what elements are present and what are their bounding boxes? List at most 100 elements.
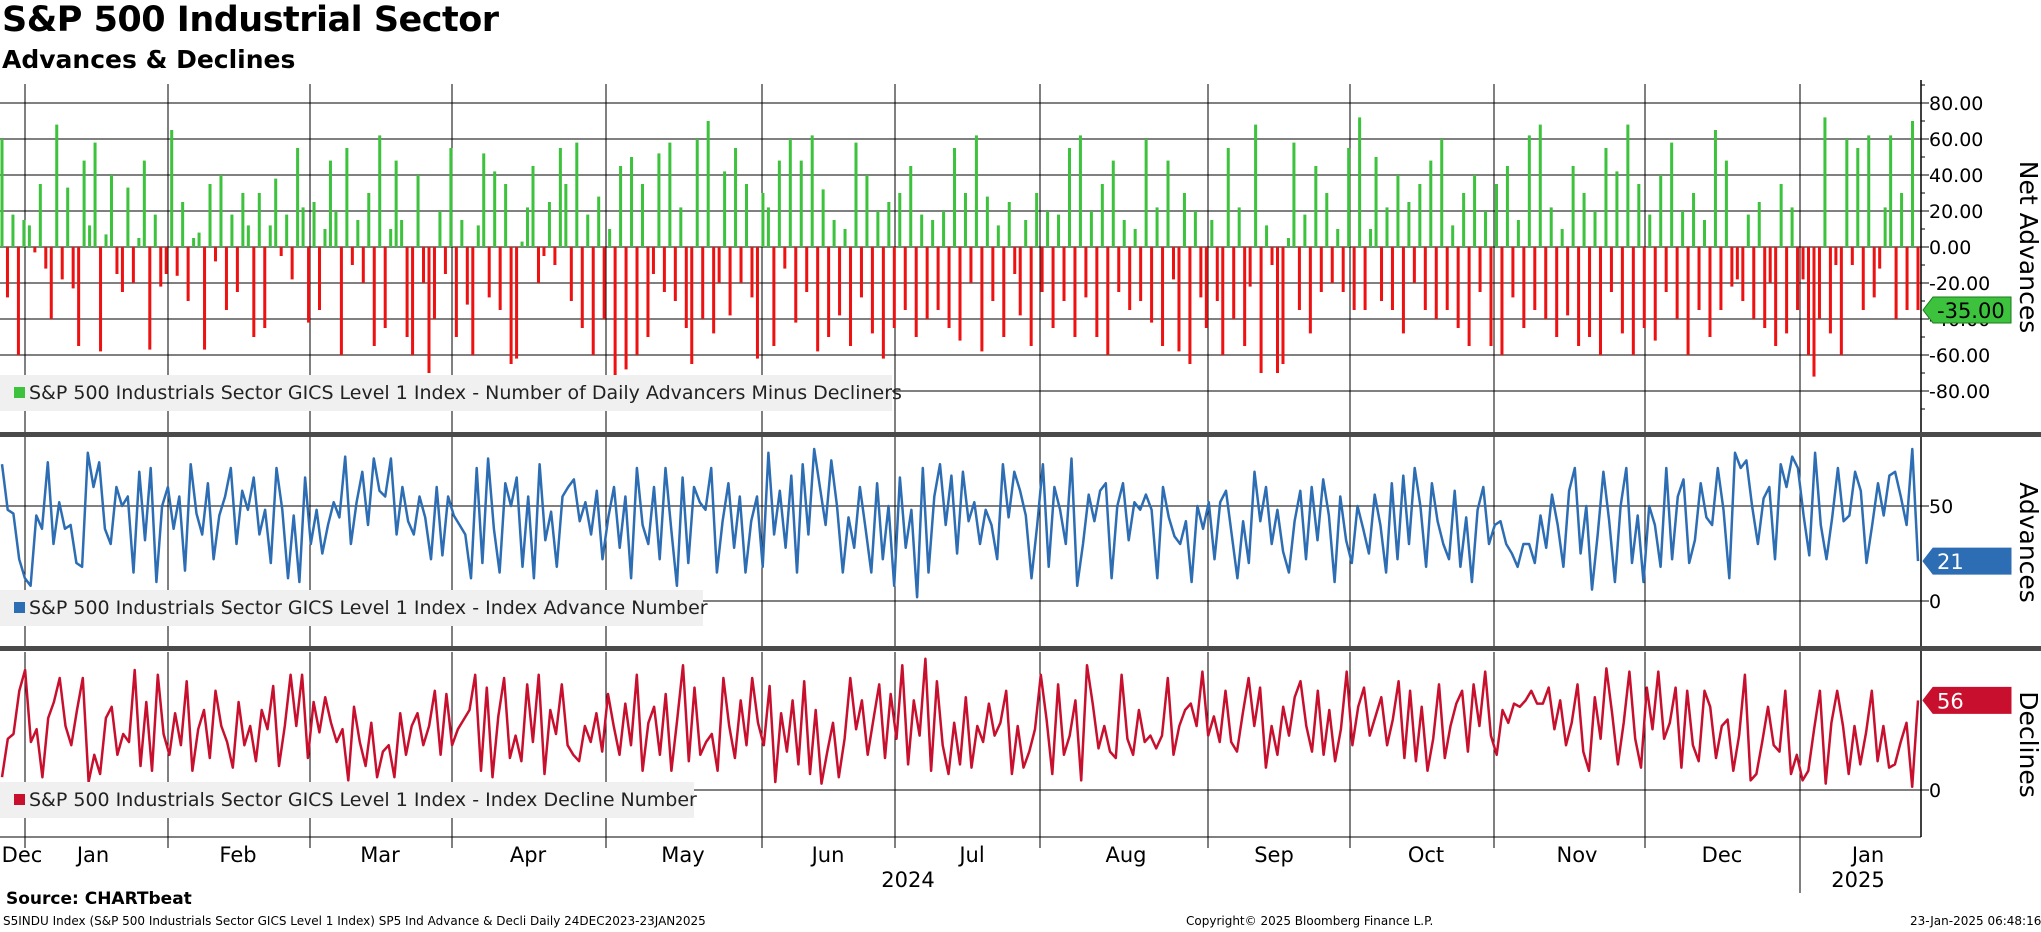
bar — [318, 247, 322, 310]
y-tick-label: 0.00 — [1929, 237, 1971, 259]
y-tick-label: 40.00 — [1929, 165, 1983, 187]
bar — [974, 135, 978, 247]
bar — [651, 247, 655, 274]
bar — [1719, 247, 1723, 310]
last-value-badge — [1922, 296, 2012, 324]
bar — [454, 247, 458, 337]
bar — [1330, 247, 1334, 283]
bar — [153, 214, 157, 247]
bar — [1380, 247, 1384, 301]
bar — [887, 202, 891, 247]
bar — [93, 142, 97, 247]
y-tick-label: 0 — [1929, 780, 1941, 802]
bar — [274, 178, 278, 247]
last-value-badge — [1922, 686, 2012, 714]
bar — [465, 247, 469, 305]
declines-line — [0, 657, 1920, 789]
bar — [1686, 247, 1690, 355]
bar — [1713, 130, 1717, 247]
bar — [1002, 247, 1006, 337]
chart-subtitle: Advances & Declines — [2, 45, 296, 74]
bar — [159, 247, 163, 287]
bar — [1286, 238, 1290, 247]
bar — [1292, 142, 1296, 247]
year-label: 2024 — [881, 868, 934, 892]
bar — [416, 175, 420, 247]
bar — [16, 247, 20, 355]
y-axis-title: Declines — [2014, 691, 2041, 798]
bar — [1900, 193, 1904, 247]
bar — [1620, 247, 1624, 334]
bar — [1336, 229, 1340, 247]
bar — [613, 247, 617, 377]
bar — [192, 238, 196, 247]
bar — [799, 160, 803, 247]
bar — [334, 211, 338, 247]
bar — [1850, 247, 1854, 265]
bar — [131, 247, 135, 283]
bar — [739, 247, 743, 283]
bar — [1407, 202, 1411, 247]
bar — [1106, 247, 1110, 355]
bar — [772, 247, 776, 346]
bar — [208, 184, 212, 247]
bar — [307, 247, 311, 323]
bar — [1609, 247, 1613, 292]
last-value-tag: 56 — [1922, 686, 2012, 714]
bar — [870, 247, 874, 334]
legend-text: S&P 500 Industrials Sector GICS Level 1 … — [29, 789, 697, 811]
bar — [1549, 207, 1553, 247]
bar — [1347, 148, 1351, 247]
bar — [1505, 166, 1509, 247]
last-value-label: 56 — [1937, 689, 1964, 713]
bar — [378, 135, 382, 247]
bar — [640, 184, 644, 247]
bar — [630, 157, 634, 247]
bar — [1440, 139, 1444, 247]
bar — [1451, 225, 1455, 247]
bar — [1385, 207, 1389, 247]
bar — [947, 247, 951, 328]
bar — [104, 234, 108, 247]
bar — [564, 184, 568, 247]
legend-text: S&P 500 Industrials Sector GICS Level 1 … — [29, 382, 902, 404]
bar — [1763, 247, 1767, 328]
bar — [82, 160, 86, 247]
bar — [777, 160, 781, 247]
bar — [126, 187, 130, 247]
bar — [1325, 193, 1329, 247]
bar — [1883, 207, 1887, 247]
bar — [1807, 247, 1811, 355]
bar — [679, 207, 683, 247]
last-value-tag: 21 — [1922, 547, 2012, 575]
bar — [1828, 247, 1832, 334]
bar — [1774, 247, 1778, 346]
bar — [547, 202, 551, 247]
bar — [1188, 247, 1192, 364]
legend-text: S&P 500 Industrials Sector GICS Level 1 … — [29, 597, 708, 619]
bar — [1221, 247, 1225, 355]
bar — [1692, 193, 1696, 247]
bar — [624, 247, 628, 370]
bar — [1215, 247, 1219, 301]
bar — [1210, 220, 1214, 247]
bar — [854, 142, 858, 247]
bar — [991, 247, 995, 301]
bar — [66, 187, 70, 247]
bar — [958, 247, 962, 341]
bar — [717, 247, 721, 283]
bar — [1670, 142, 1674, 247]
bar — [827, 247, 831, 337]
bar — [213, 247, 218, 262]
bar — [487, 247, 491, 298]
bar — [1040, 247, 1044, 292]
bar — [219, 175, 223, 247]
bar — [1746, 214, 1750, 247]
bar — [1894, 247, 1898, 319]
panel-1: 80.0060.0040.0020.000.00-20.00-40.00-60.… — [0, 80, 2041, 434]
x-tick-label: Mar — [360, 843, 400, 867]
bar — [1237, 207, 1241, 247]
bar — [1226, 148, 1230, 247]
bar — [942, 211, 946, 247]
